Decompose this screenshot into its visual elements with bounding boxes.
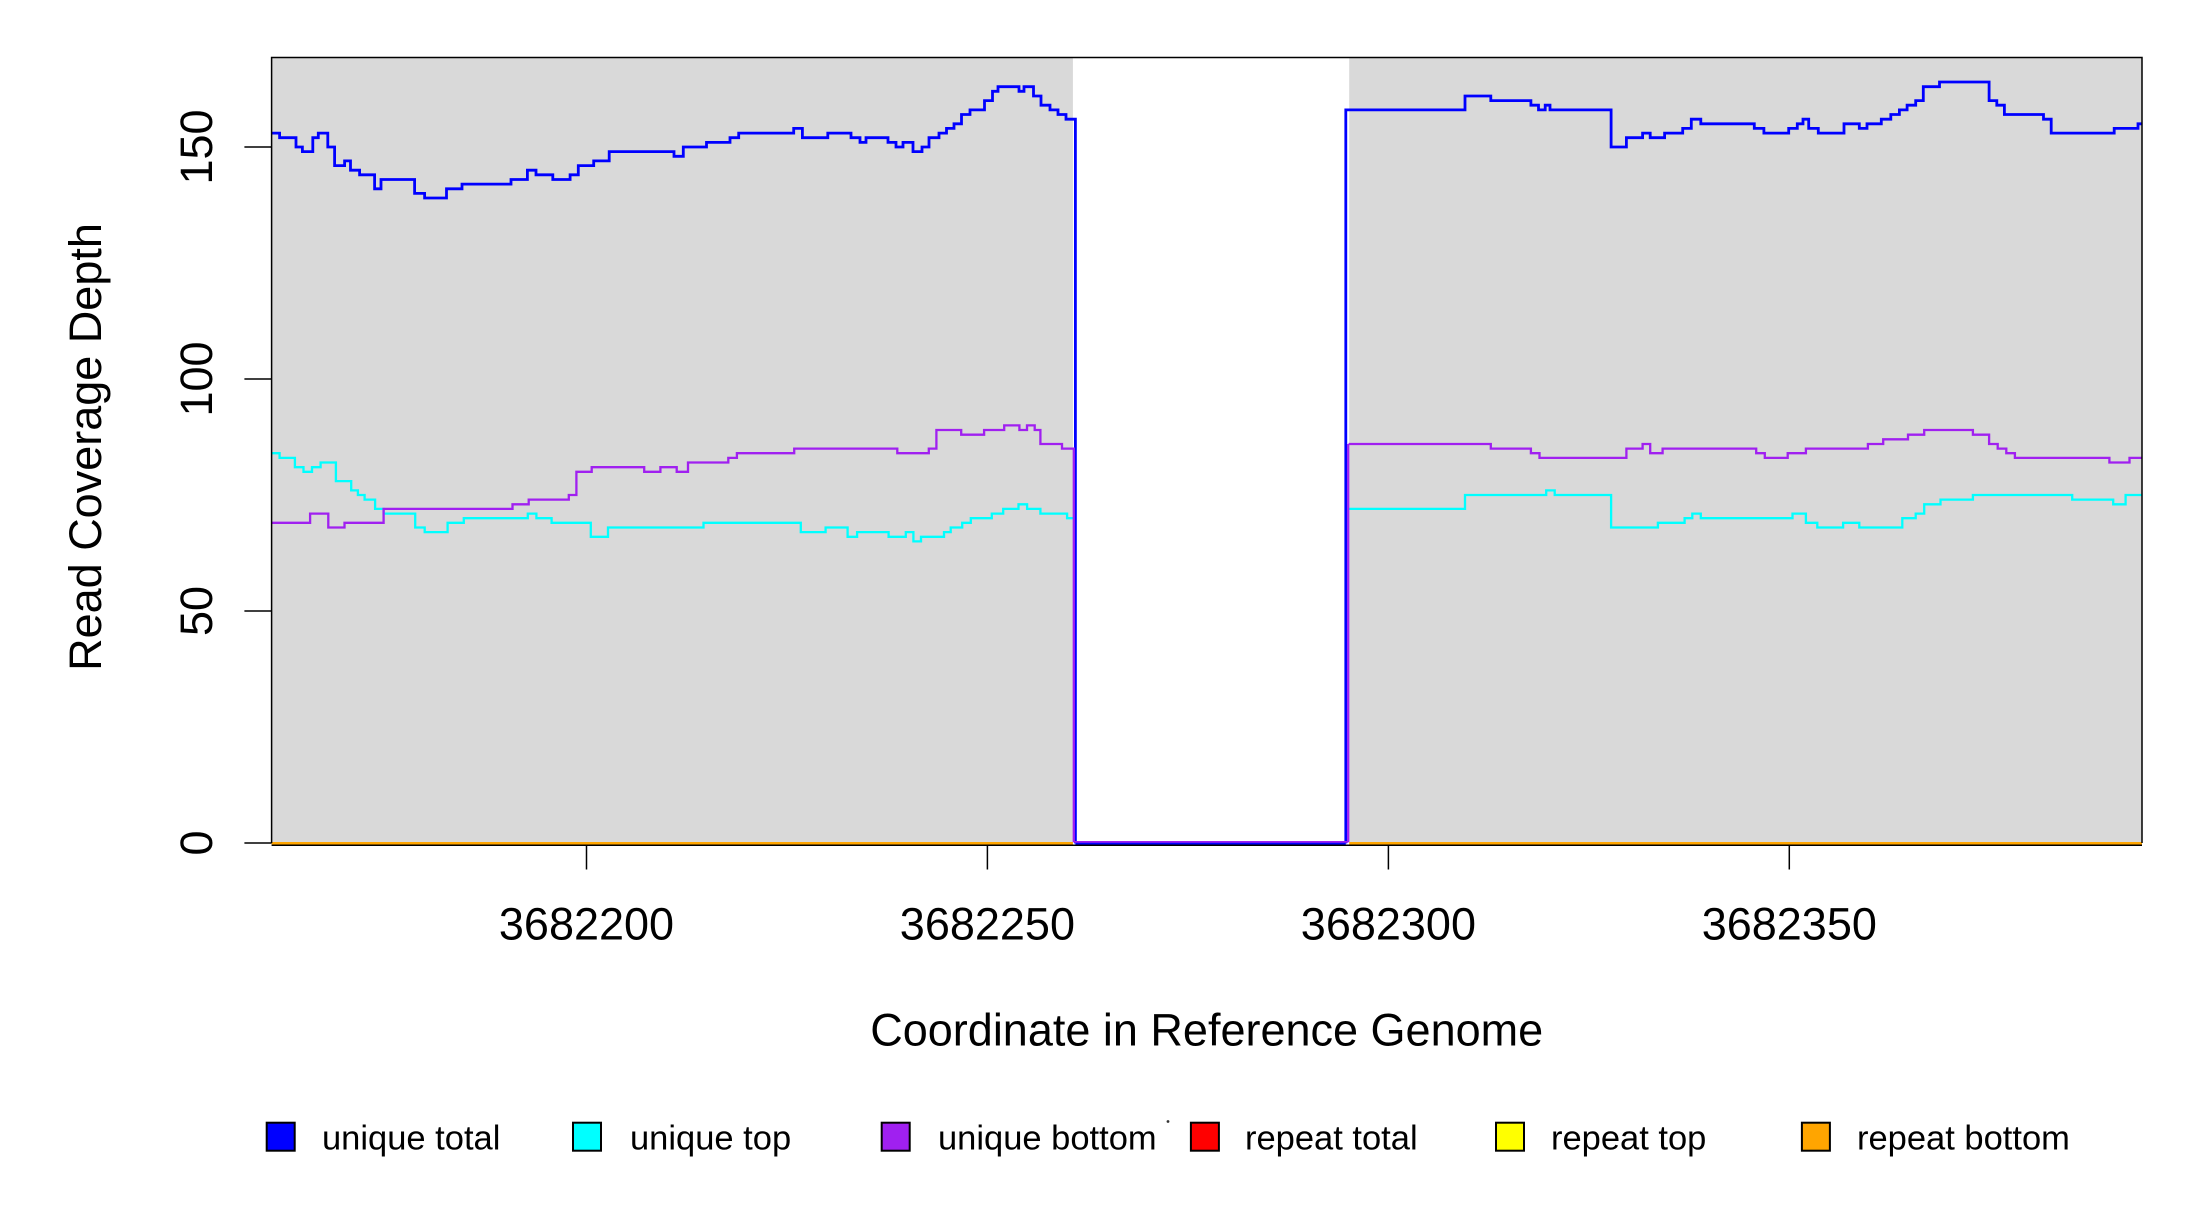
svg-text:unique top: unique top bbox=[630, 1120, 791, 1158]
svg-text:Read Coverage Depth: Read Coverage Depth bbox=[60, 223, 111, 671]
svg-text:50: 50 bbox=[171, 586, 222, 636]
svg-text:3682200: 3682200 bbox=[499, 899, 674, 950]
svg-text:3682250: 3682250 bbox=[900, 899, 1075, 950]
svg-text:repeat bottom: repeat bottom bbox=[1857, 1120, 2070, 1158]
svg-text:repeat total: repeat total bbox=[1245, 1120, 1418, 1158]
svg-text:Coordinate in Reference Genome: Coordinate in Reference Genome bbox=[870, 1004, 1543, 1055]
svg-text:unique total: unique total bbox=[322, 1120, 500, 1158]
svg-text:100: 100 bbox=[171, 341, 222, 416]
svg-text:3682300: 3682300 bbox=[1301, 899, 1476, 950]
svg-text:150: 150 bbox=[171, 109, 222, 184]
svg-text:3682350: 3682350 bbox=[1702, 899, 1877, 950]
svg-text:repeat top: repeat top bbox=[1551, 1120, 1706, 1158]
svg-text:0: 0 bbox=[171, 830, 222, 855]
svg-text:unique bottom: unique bottom bbox=[938, 1120, 1157, 1158]
